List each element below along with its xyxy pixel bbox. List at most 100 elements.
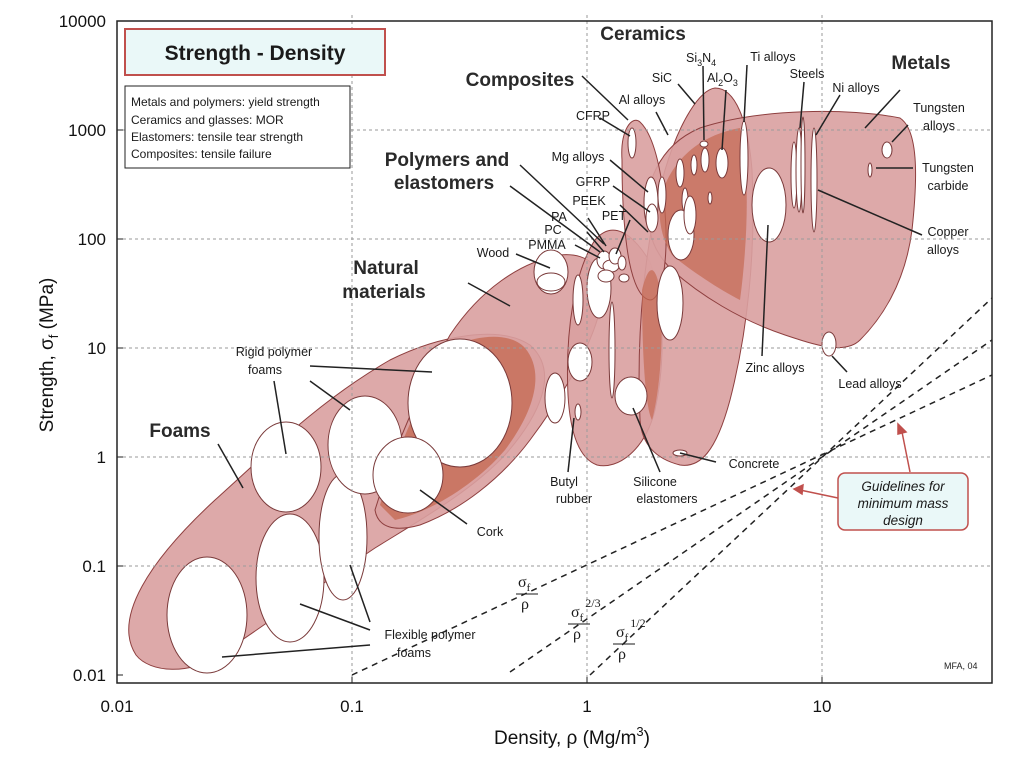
tungsten-carbide-label-2: carbide (928, 179, 969, 193)
natural-label-2: materials (342, 282, 425, 303)
ti-alloys-ellipse (739, 120, 749, 196)
plot-frame (116, 20, 993, 684)
x-tick-label: 0.01 (100, 697, 133, 716)
guideline-slope-1-5 (509, 339, 993, 673)
sic-label: SiC (652, 71, 672, 85)
formula-3-denominator: ρ (618, 646, 626, 663)
x-tick-label: 0.1 (340, 697, 364, 716)
formula-1-numerator: σf (518, 574, 531, 594)
steels-label: Steels (790, 67, 825, 81)
zinc-alloys-label: Zinc alloys (745, 361, 804, 375)
wood-label: Wood (477, 246, 509, 260)
metals-label: Metals (891, 53, 950, 74)
polymers-label-1: Polymers and (385, 150, 510, 171)
guidelines-box-line: minimum mass (858, 496, 949, 511)
cfrp-label: CFRP (576, 109, 610, 123)
butyl-ellipse-1 (544, 372, 566, 424)
al2o3-ellipse (715, 147, 729, 179)
y-tick-label: 10 (87, 339, 106, 358)
butyl-ellipse-3 (574, 403, 582, 421)
wood-ellipse-2 (536, 272, 566, 292)
y-tick-label: 10000 (59, 12, 106, 31)
rigid-foam-ellipse-3 (407, 338, 513, 468)
zinc-alloys-ellipse (751, 167, 787, 243)
silicone-label-1: Silicone (633, 475, 677, 489)
x-tick-label: 10 (813, 697, 832, 716)
flexible-foams-label-2: foams (397, 646, 431, 660)
silicone-ellipse (614, 376, 648, 416)
guidelines-box-line: design (883, 513, 923, 528)
tungsten-alloys-label-1: Tungsten (913, 101, 965, 115)
polymer-ellipse-6 (618, 273, 630, 283)
y-tick-label: 1000 (68, 121, 106, 140)
y-tick-label: 1 (97, 448, 106, 467)
x-tick-labels: 0.01 0.1 1 10 (100, 697, 831, 716)
tungsten-carbide-ellipse (867, 162, 873, 178)
guidelines-box (837, 472, 969, 531)
guideline-arrows (792, 422, 911, 499)
cfrp-ellipse (627, 127, 637, 159)
note-line: Elastomers: tensile tear strength (131, 130, 303, 144)
material-ellipses (166, 116, 893, 674)
gfrp-label: GFRP (576, 175, 611, 189)
leader-lines (217, 64, 923, 658)
rigid-foams-label-2: foams (248, 363, 282, 377)
lead-alloys-label: Lead alloys (838, 377, 901, 391)
formula-1-denominator: ρ (521, 596, 529, 613)
note-line: Composites: tensile failure (131, 147, 272, 161)
al2o3-label: Al2O3 (707, 71, 738, 88)
guidelines (351, 297, 993, 676)
rigid-foam-ellipse-1 (250, 421, 322, 513)
sic-ellipse (700, 147, 710, 173)
guideline-formulas: σf ρ σf2/3 ρ σf1/2 ρ (516, 574, 646, 663)
x-axis-title: Density, ρ (Mg/m3) (494, 724, 650, 749)
natural-label-1: Natural (353, 258, 418, 279)
pc-label: PC (544, 223, 561, 237)
x-tick-label: 1 (582, 697, 591, 716)
pet-label: PET (602, 209, 627, 223)
al-alloys-label: Al alloys (619, 93, 666, 107)
ceramic-ellipse-2 (656, 265, 684, 341)
gfrp-ellipse (645, 203, 659, 233)
axis-ticks (116, 20, 823, 683)
peek-label: PEEK (572, 194, 606, 208)
natural-ellipse-4 (572, 274, 584, 326)
tungsten-alloys-ellipse (881, 141, 893, 159)
formula-2-numerator: σf2/3 (571, 596, 601, 624)
butyl-rubber-label-2: rubber (556, 492, 592, 506)
composites-label: Composites (466, 70, 575, 91)
si3n4-ellipse (699, 140, 709, 148)
tungsten-carbide-label-1: Tungsten (922, 161, 974, 175)
note-line: Ceramics and glasses: MOR (131, 113, 284, 127)
lead-alloys-ellipse (821, 331, 837, 357)
formula-3-numerator: σf1/2 (616, 616, 646, 644)
y-tick-labels: 10000 1000 100 10 1 0.1 0.01 (59, 12, 106, 685)
copper-alloys-label-2: alloys (927, 243, 959, 257)
y-tick-label: 100 (78, 230, 106, 249)
pmma-label: PMMA (528, 238, 566, 252)
pa-label: PA (551, 210, 567, 224)
title-box (124, 28, 386, 76)
concrete-label: Concrete (729, 457, 780, 471)
cork-ellipse (372, 436, 444, 514)
butyl-ellipse-2 (567, 342, 593, 382)
ceramics-label: Ceramics (600, 24, 686, 45)
foams-label: Foams (149, 421, 210, 442)
ceramic-ellipse-5 (690, 154, 698, 176)
notes-box (124, 85, 351, 169)
ti-alloys-label: Ti alloys (750, 50, 795, 64)
y-axis-title: Strength, σf (MPa) (37, 278, 61, 433)
polymer-ellipse-7 (608, 301, 616, 399)
butyl-rubber-label-1: Butyl (550, 475, 578, 489)
ni-alloys-ellipse (810, 127, 818, 233)
guideline-slope-1 (351, 374, 993, 676)
y-tick-label: 0.1 (82, 557, 106, 576)
al-alloys-ellipse (683, 195, 697, 235)
copper-alloys-label-1: Copper (928, 225, 969, 239)
rigid-foams-label-1: Rigid polymer (236, 345, 312, 359)
polymers-label-2: elastomers (394, 173, 494, 194)
polymer-ellipse-4 (617, 255, 627, 271)
guidelines-box-line: Guidelines for (861, 479, 945, 494)
silicone-label-2: elastomers (636, 492, 697, 506)
